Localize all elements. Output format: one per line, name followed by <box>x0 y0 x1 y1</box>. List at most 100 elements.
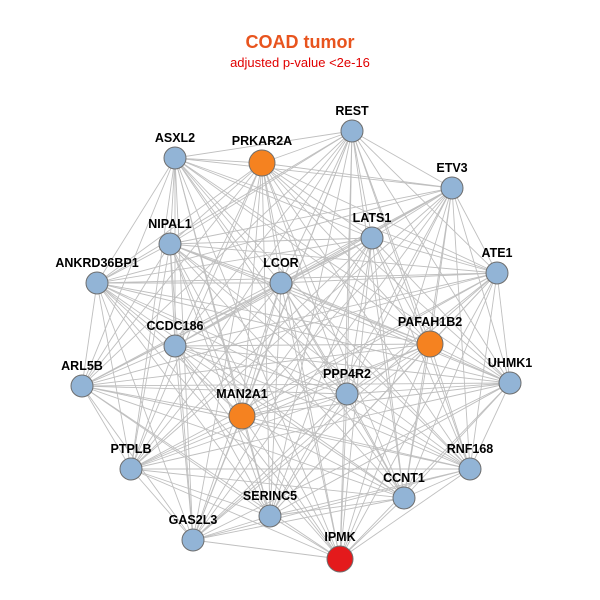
network-edge <box>169 243 243 417</box>
network-edge <box>351 130 405 499</box>
network-edge <box>96 237 373 284</box>
network-edge <box>192 382 511 541</box>
network-edge <box>403 343 431 499</box>
node-lats1[interactable] <box>360 226 384 250</box>
network-edge <box>269 237 373 517</box>
network-edge <box>96 282 348 395</box>
network-edge <box>351 130 498 274</box>
node-man2a1[interactable] <box>228 402 256 430</box>
network-edge <box>351 130 453 189</box>
network-edge <box>371 237 511 384</box>
node-serinc5[interactable] <box>258 504 282 528</box>
node-label-ccdc186: CCDC186 <box>147 319 204 333</box>
network-edge <box>169 243 498 274</box>
node-arl5b[interactable] <box>70 374 94 398</box>
network-edge <box>174 282 282 347</box>
network-edge <box>429 343 471 470</box>
network-edge <box>81 157 176 387</box>
node-label-ate1: ATE1 <box>481 246 512 260</box>
node-etv3[interactable] <box>440 176 464 200</box>
node-prkar2a[interactable] <box>248 149 276 177</box>
network-edge <box>130 157 176 470</box>
network-edge <box>346 237 373 395</box>
network-edge <box>81 385 341 560</box>
node-label-ppp4r2: PPP4R2 <box>323 367 371 381</box>
node-label-lats1: LATS1 <box>353 211 392 225</box>
network-edge <box>174 345 471 470</box>
node-ankrd36bp1[interactable] <box>85 271 109 295</box>
network-edge <box>81 385 471 470</box>
network-edge <box>261 162 498 274</box>
network-edge <box>96 282 194 541</box>
network-edge <box>81 382 511 387</box>
node-ccnt1[interactable] <box>392 486 416 510</box>
node-uhmk1[interactable] <box>498 371 522 395</box>
network-edge <box>169 162 263 245</box>
node-rest[interactable] <box>340 119 364 143</box>
network-edge <box>174 157 263 164</box>
network-edge <box>371 187 453 239</box>
network-edge <box>96 282 271 517</box>
network-edge <box>261 162 511 384</box>
network-edge <box>280 272 498 284</box>
network-edge <box>371 237 431 345</box>
network-edge <box>269 382 511 517</box>
node-lcor[interactable] <box>269 271 293 295</box>
network-edge <box>130 345 176 470</box>
node-label-rest: REST <box>335 104 369 118</box>
node-asxl2[interactable] <box>163 146 187 170</box>
node-rnf168[interactable] <box>458 457 482 481</box>
node-pafah1b2[interactable] <box>416 330 444 358</box>
node-ccdc186[interactable] <box>163 334 187 358</box>
network-edge <box>261 130 353 164</box>
network-edge <box>192 237 373 541</box>
network-edge <box>269 393 348 517</box>
node-ptplb[interactable] <box>119 457 143 481</box>
network-edge <box>451 187 471 470</box>
network-edge <box>261 162 405 499</box>
network-edge <box>339 382 511 560</box>
node-label-uhmk1: UHMK1 <box>488 356 532 370</box>
network-edge <box>174 157 453 189</box>
plot-title: COAD tumor <box>245 32 355 52</box>
network-edge <box>403 382 511 499</box>
network-edge <box>174 345 341 560</box>
network-edge <box>81 282 98 387</box>
network-edge <box>96 130 353 284</box>
network-edge <box>174 343 431 347</box>
network-edge <box>130 468 271 517</box>
network-edge <box>174 157 431 345</box>
network-edge <box>339 393 348 560</box>
network-edge <box>169 243 471 470</box>
node-gas2l3[interactable] <box>181 528 205 552</box>
network-edge <box>241 187 453 417</box>
label-layer: REST ASXL2 PRKAR2A ETV3 NIPAL1 LATS1 ATE1 ANKRD… <box>55 104 532 544</box>
network-edge <box>371 237 498 274</box>
node-ppp4r2[interactable] <box>335 382 359 406</box>
network-edge <box>130 343 431 470</box>
network-edge <box>269 343 431 517</box>
network-edge <box>81 385 271 517</box>
network-edge <box>469 382 511 470</box>
network-edge <box>339 343 431 560</box>
network-edge <box>174 157 282 284</box>
edge-layer <box>81 130 511 560</box>
node-ipmk[interactable] <box>326 545 354 573</box>
network-edge <box>351 130 373 239</box>
network-edge <box>96 282 176 347</box>
network-edge <box>169 243 431 345</box>
node-nipal1[interactable] <box>158 232 182 256</box>
network-edge <box>346 187 453 395</box>
network-edge <box>169 237 373 245</box>
network-edge <box>371 237 405 499</box>
network-edge <box>174 157 373 239</box>
node-ate1[interactable] <box>485 261 509 285</box>
network-edge <box>261 162 453 189</box>
network-edge <box>96 243 171 284</box>
node-label-serinc5: SERINC5 <box>243 489 297 503</box>
network-edge <box>280 282 431 345</box>
network-edge <box>351 130 431 345</box>
network-edge <box>130 382 511 470</box>
network-edge <box>81 187 453 387</box>
